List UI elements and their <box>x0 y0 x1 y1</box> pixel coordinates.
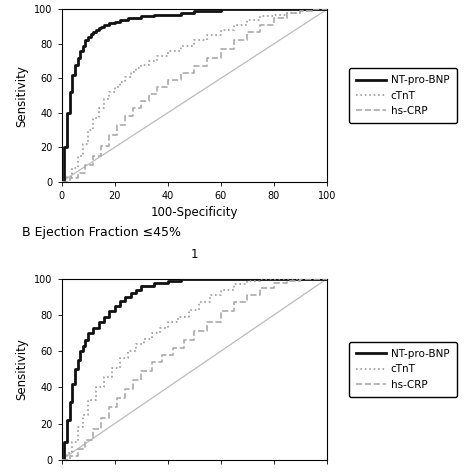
Legend: NT-pro-BNP, cTnT, hs-CRP: NT-pro-BNP, cTnT, hs-CRP <box>349 342 457 397</box>
Text: 1: 1 <box>191 248 198 261</box>
Y-axis label: Sensitivity: Sensitivity <box>16 338 28 400</box>
X-axis label: 100-Specificity: 100-Specificity <box>150 206 238 219</box>
Text: B Ejection Fraction ≤45%: B Ejection Fraction ≤45% <box>22 226 181 239</box>
Legend: NT-pro-BNP, cTnT, hs-CRP: NT-pro-BNP, cTnT, hs-CRP <box>349 68 457 123</box>
Y-axis label: Sensitivity: Sensitivity <box>16 64 28 127</box>
